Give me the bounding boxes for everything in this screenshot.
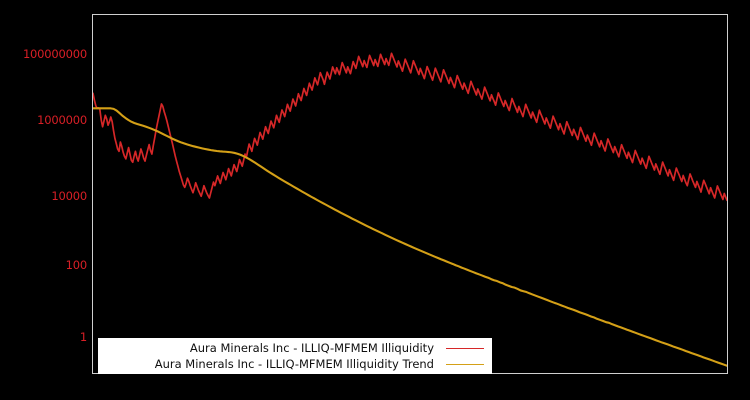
legend-entry-illiquidity-trend: Aura Minerals Inc - ILLIQ-MFMEM Illiquid… <box>98 356 492 372</box>
legend-label-illiquidity-trend: Aura Minerals Inc - ILLIQ-MFMEM Illiquid… <box>154 357 434 371</box>
legend-swatch-illiquidity-trend-icon <box>446 363 484 365</box>
y-tick-label: 1 <box>79 330 87 344</box>
y-tick-label: 10000 <box>51 189 87 203</box>
y-tick-label: 100000000 <box>22 47 87 61</box>
y-axis-tick-labels: 100000000 1000000 10000 100 1 <box>0 0 87 400</box>
legend-swatch-illiquidity-icon <box>446 347 484 349</box>
y-tick-label: 100 <box>65 258 88 272</box>
line-illiquidity-trend <box>93 107 727 367</box>
line-illiquidity <box>93 52 727 202</box>
legend-entry-illiquidity: Aura Minerals Inc - ILLIQ-MFMEM Illiquid… <box>98 340 492 356</box>
plot-area <box>92 14 728 374</box>
y-tick-label: 1000000 <box>37 113 87 127</box>
legend-label-illiquidity: Aura Minerals Inc - ILLIQ-MFMEM Illiquid… <box>189 341 434 355</box>
chart-legend: Aura Minerals Inc - ILLIQ-MFMEM Illiquid… <box>98 338 492 374</box>
series-canvas <box>93 52 727 367</box>
